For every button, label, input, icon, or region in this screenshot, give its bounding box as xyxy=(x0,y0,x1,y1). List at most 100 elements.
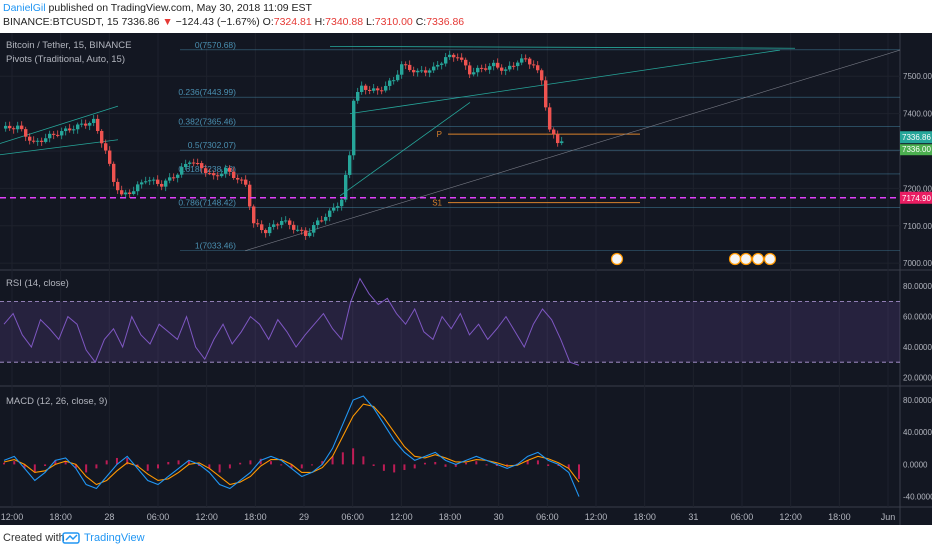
rsi-line xyxy=(3,277,580,366)
fib-label: 0.236(7443.99) xyxy=(178,87,236,97)
main-title: Bitcoin / Tether, 15, BINANCE xyxy=(6,40,132,51)
last-price-label: 7336.86 xyxy=(902,133,931,142)
candle-body xyxy=(184,163,188,168)
candle-body xyxy=(376,88,380,91)
candle-body xyxy=(552,129,556,135)
candle-body xyxy=(48,133,52,139)
macd-y-tick: 40.0000 xyxy=(903,428,932,437)
candle-body xyxy=(172,177,176,179)
candle-body xyxy=(264,230,268,234)
x-tick-label: 06:00 xyxy=(731,512,754,522)
chart-area[interactable]: 7000.007100.007200.007300.007400.007500.… xyxy=(0,33,932,525)
candle-body xyxy=(536,65,540,71)
candle-body xyxy=(220,173,224,177)
fib-label: 0(7570.68) xyxy=(195,40,236,50)
candle-body xyxy=(160,183,164,187)
x-tick-label: 12:00 xyxy=(779,512,802,522)
candle-body xyxy=(12,128,16,130)
candle-body xyxy=(68,128,72,131)
y-tick-label: 7000.00 xyxy=(903,259,932,268)
event-flag-icon xyxy=(763,252,777,266)
candle-body xyxy=(256,223,260,225)
x-tick-label: 18:00 xyxy=(244,512,267,522)
candle-body xyxy=(148,180,152,182)
macd-hist-bar xyxy=(280,464,283,466)
candle-body xyxy=(304,230,308,236)
candle-body xyxy=(320,220,324,222)
high-value: 7340.88 xyxy=(325,16,364,28)
candle-body xyxy=(56,134,60,136)
y-tick-label: 7400.00 xyxy=(903,110,932,119)
macd-hist-bar xyxy=(465,462,468,465)
candle-body xyxy=(308,232,312,236)
candle-body xyxy=(128,192,132,194)
macd-hist-bar xyxy=(157,464,160,469)
x-tick-label: 18:00 xyxy=(439,512,462,522)
macd-y-tick: 0.0000 xyxy=(903,460,928,469)
candle-body xyxy=(80,123,84,125)
macd-hist-bar xyxy=(85,464,88,473)
candle-body xyxy=(416,70,420,73)
candle-body xyxy=(432,66,436,71)
macd-hist-bar xyxy=(454,464,457,467)
candle-body xyxy=(400,64,404,75)
macd-hist-bar xyxy=(187,460,190,465)
candle-body xyxy=(476,67,480,73)
candle-body xyxy=(276,224,280,226)
tradingview-brand[interactable]: TradingView xyxy=(84,532,145,544)
candle-body xyxy=(520,58,524,63)
candle-body xyxy=(500,67,504,71)
candle-body xyxy=(252,206,256,224)
candle-body xyxy=(152,179,156,181)
candle-body xyxy=(480,67,484,69)
macd-hist-bar xyxy=(74,464,77,469)
macd-hist-bar xyxy=(557,464,560,466)
author-link[interactable]: DanielGil xyxy=(3,2,46,14)
candle-body xyxy=(384,85,388,91)
macd-hist-bar xyxy=(167,461,170,465)
candle-body xyxy=(296,229,300,231)
candle-body xyxy=(32,140,36,142)
candle-body xyxy=(420,70,424,72)
dashed-level-label: 7174.90 xyxy=(902,194,931,203)
candle-body xyxy=(200,163,204,169)
y-tick-label: 7100.00 xyxy=(903,222,932,231)
candle-body xyxy=(508,65,512,70)
candle-body xyxy=(164,180,168,187)
candle-body xyxy=(312,225,316,233)
candle-body xyxy=(424,70,428,73)
candle-body xyxy=(524,58,528,60)
tradingview-logo-icon xyxy=(62,532,80,544)
candle-body xyxy=(64,128,68,132)
candle-body xyxy=(36,140,40,142)
macd-pane: -40.0000 0.0000 40.0000 80.0000 xyxy=(3,395,932,502)
macd-hist-bar xyxy=(249,460,252,465)
candle-body xyxy=(16,125,20,130)
candle-body xyxy=(492,62,496,67)
macd-hist-bar xyxy=(33,464,36,473)
candle-body xyxy=(104,143,108,151)
low-value: 7310.00 xyxy=(374,16,413,28)
chart-svg[interactable]: 7000.007100.007200.007300.007400.007500.… xyxy=(0,33,932,525)
x-tick-label: 18:00 xyxy=(49,512,72,522)
candle-body xyxy=(468,65,472,75)
candle-body xyxy=(240,179,244,181)
candle-body xyxy=(192,162,196,164)
macd-hist-bar xyxy=(444,464,447,467)
candle-body xyxy=(180,167,184,175)
x-tick-label: 12:00 xyxy=(195,512,218,522)
last-price-tag-2 xyxy=(900,144,932,156)
candle-body xyxy=(408,64,412,71)
candle-body xyxy=(344,174,348,200)
change: −124.43 (−1.67%) xyxy=(175,16,260,28)
time-axis: 12:00 18:00 28 06:00 12:00 18:00 29 06:00 12:00 1… xyxy=(1,512,896,522)
x-tick-label: 06:00 xyxy=(536,512,559,522)
candle-body xyxy=(388,80,392,86)
candle-body xyxy=(208,173,212,175)
macd-hist-bar xyxy=(105,460,108,465)
candle-body xyxy=(96,118,100,131)
pivot-label: P xyxy=(437,130,442,139)
candle-body xyxy=(352,100,356,156)
candle-body xyxy=(112,163,116,182)
candle-body xyxy=(360,85,364,92)
